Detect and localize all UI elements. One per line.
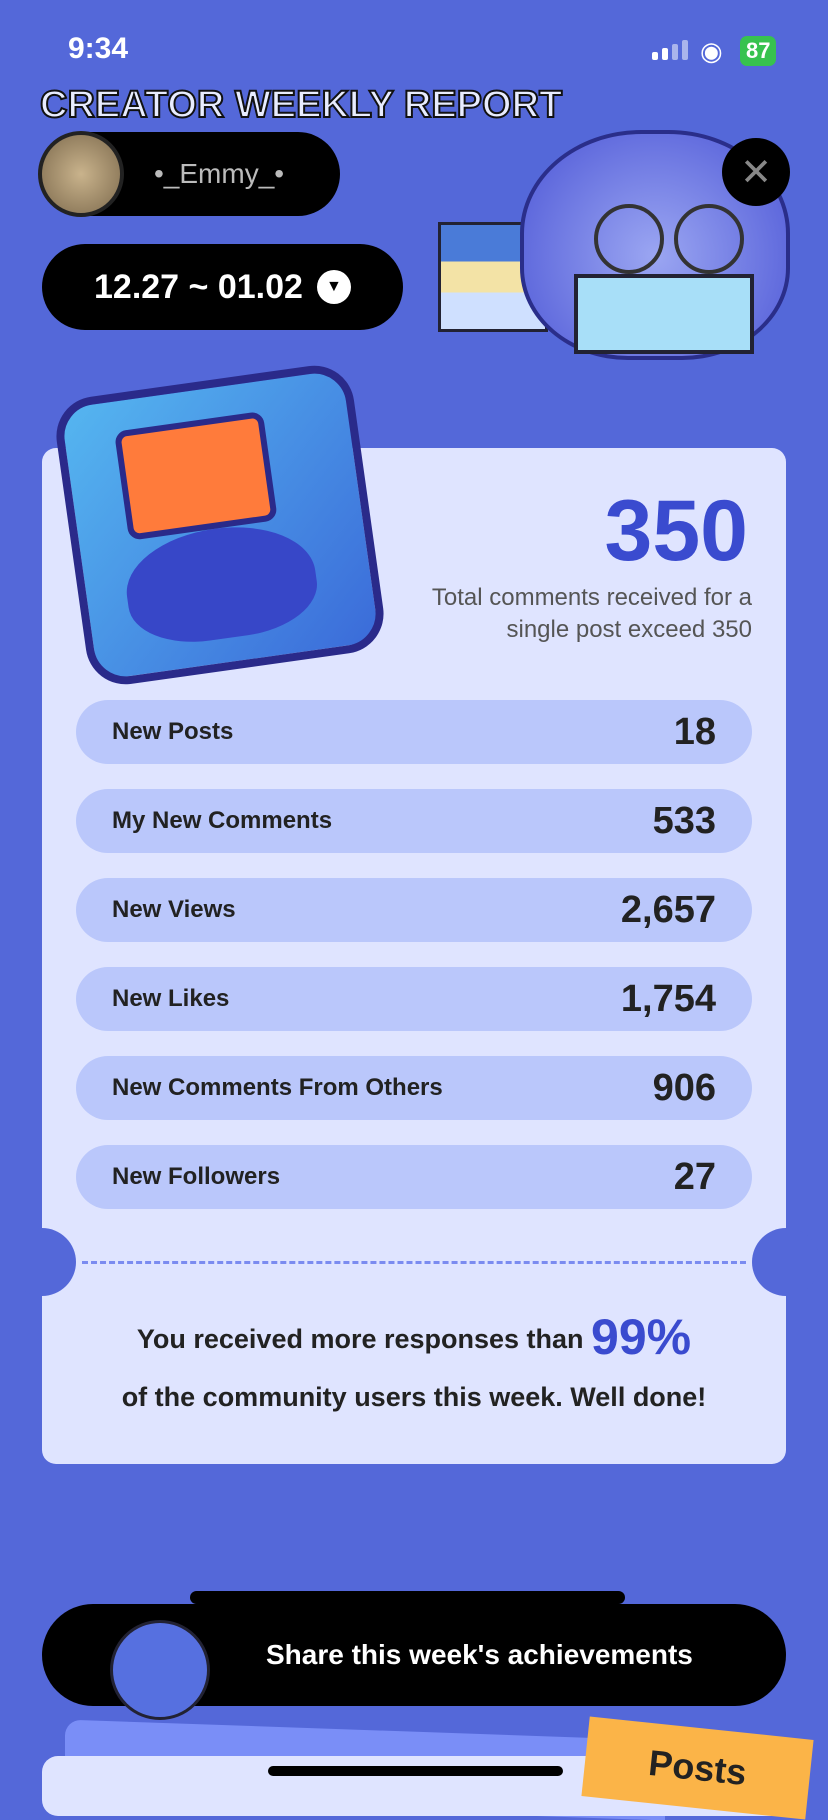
mascot-illustration (520, 130, 790, 360)
stat-value: 2,657 (620, 888, 716, 931)
date-range-selector[interactable]: 12.27 ~ 01.02 ▼ (42, 244, 403, 330)
stat-row-new-views: New Views 2,657 (76, 878, 752, 942)
stat-value: 27 (673, 1155, 716, 1198)
status-bar: 9:34 ◉ 87 (0, 0, 828, 80)
stat-value: 906 (652, 1066, 716, 1109)
chevron-down-icon: ▼ (316, 270, 351, 304)
achievement-badge-icon (51, 360, 389, 690)
avatar (38, 131, 124, 217)
achievement-value: 350 (604, 483, 749, 579)
stat-value: 18 (673, 710, 716, 753)
stats-list: New Posts 18 My New Comments 533 New Views… (76, 700, 752, 1234)
achievement-description: Total comments received for a single pos… (431, 584, 752, 643)
share-decoration (190, 1591, 625, 1604)
stat-row-my-new-comments: My New Comments 533 (76, 789, 752, 853)
summary-pre: You received more responses than (136, 1324, 592, 1354)
summary-message: You received more responses than 99% of … (42, 1308, 786, 1426)
stat-label: New Likes (112, 985, 230, 1012)
stat-label: My New Comments (112, 807, 333, 834)
stat-label: New Posts (112, 718, 234, 745)
stat-row-comments-from-others: New Comments From Others 906 (76, 1056, 752, 1120)
stat-row-new-posts: New Posts 18 (76, 700, 752, 764)
stat-row-new-followers: New Followers 27 (76, 1145, 752, 1209)
report-card: 350 Total comments received for a single… (8, 448, 820, 1464)
summary-post: of the community users this week. Well d… (121, 1382, 707, 1412)
close-icon: ✕ (740, 151, 772, 194)
summary-percent: 99% (591, 1309, 692, 1365)
ticket-notch (8, 1228, 76, 1296)
stat-label: New Comments From Others (112, 1074, 443, 1101)
close-button[interactable]: ✕ (722, 138, 790, 206)
divider (82, 1261, 746, 1264)
battery-indicator: 87 (740, 36, 777, 66)
home-indicator[interactable] (268, 1766, 563, 1776)
stat-value: 1,754 (620, 977, 716, 1020)
user-chip: •_Emmy_• (38, 131, 340, 217)
signal-icon (652, 40, 688, 60)
stat-value: 533 (652, 799, 716, 842)
title-art: CREATOR WEEKLY REPORT (39, 83, 563, 127)
stat-row-new-likes: New Likes 1,754 (76, 967, 752, 1031)
camera-mascot-icon (110, 1620, 210, 1720)
ticket-notch (752, 1228, 820, 1296)
wifi-icon: ◉ (700, 36, 723, 66)
username: •_Emmy_• (154, 158, 285, 189)
date-range-label: 12.27 ~ 01.02 (94, 267, 303, 306)
stat-label: New Followers (112, 1163, 281, 1190)
stat-label: New Views (112, 896, 236, 923)
share-label: Share this week's achievements (266, 1639, 693, 1670)
clock: 9:34 (68, 32, 129, 65)
